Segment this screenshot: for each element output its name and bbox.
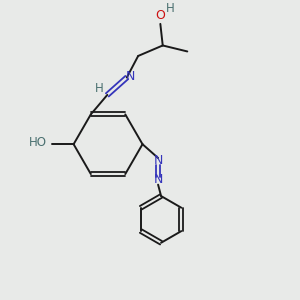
Text: N: N — [153, 173, 163, 186]
Text: H: H — [166, 2, 174, 15]
Text: H: H — [94, 82, 103, 95]
Text: N: N — [153, 154, 163, 166]
Text: N: N — [126, 70, 135, 83]
Text: HO: HO — [28, 136, 46, 149]
Text: O: O — [155, 9, 165, 22]
